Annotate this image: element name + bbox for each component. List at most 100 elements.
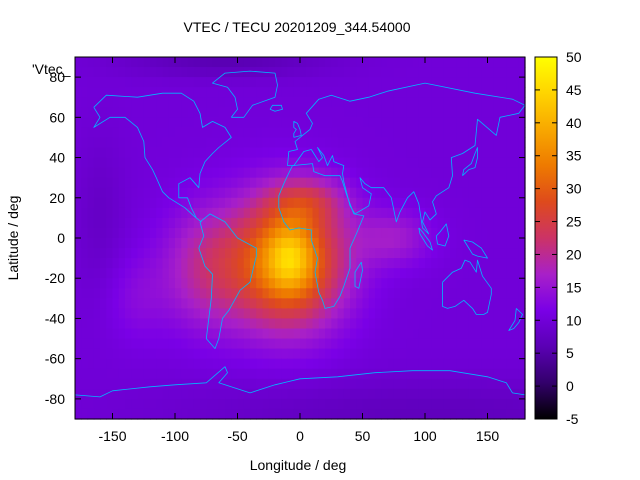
tec-cell bbox=[406, 398, 414, 410]
tec-cell bbox=[356, 328, 364, 340]
tec-cell bbox=[150, 117, 157, 128]
tec-cell bbox=[156, 57, 164, 68]
tec-cell bbox=[468, 97, 476, 108]
tec-cell bbox=[168, 378, 176, 390]
tec-cell bbox=[93, 308, 101, 320]
tec-cell bbox=[412, 67, 420, 78]
tec-cell bbox=[250, 217, 257, 229]
tec-cell bbox=[118, 238, 126, 249]
tec-cell bbox=[200, 57, 207, 68]
tec-cell bbox=[262, 207, 270, 219]
tec-cell bbox=[312, 308, 320, 320]
tec-cell bbox=[300, 378, 307, 390]
tec-cell bbox=[268, 197, 276, 209]
tec-cell bbox=[406, 117, 414, 128]
tec-cell bbox=[200, 248, 207, 259]
tec-cell bbox=[356, 217, 364, 229]
tec-cell bbox=[500, 268, 507, 279]
tec-cell bbox=[287, 248, 295, 259]
tec-cell bbox=[443, 187, 451, 199]
tec-cell bbox=[375, 268, 382, 279]
tec-cell bbox=[381, 167, 389, 179]
tec-cell bbox=[500, 97, 507, 108]
tec-cell bbox=[362, 348, 370, 360]
tec-cell bbox=[212, 358, 220, 370]
tec-cell bbox=[506, 197, 514, 209]
tec-cell bbox=[100, 157, 107, 169]
tec-cell bbox=[450, 97, 457, 108]
tec-cell bbox=[425, 278, 432, 289]
tec-cell bbox=[125, 67, 132, 78]
tec-cell bbox=[287, 408, 295, 420]
tec-cell bbox=[431, 328, 439, 340]
tec-cell bbox=[168, 77, 176, 88]
tec-cell bbox=[462, 358, 470, 370]
tec-cell bbox=[200, 398, 207, 410]
tec-cell bbox=[193, 378, 201, 390]
tec-cell bbox=[75, 318, 82, 330]
tec-cell bbox=[387, 197, 395, 209]
tec-cell bbox=[218, 318, 226, 330]
tec-cell bbox=[393, 278, 401, 289]
tec-cell bbox=[212, 318, 220, 330]
tec-cell bbox=[81, 67, 89, 78]
tec-cell bbox=[250, 177, 257, 189]
tec-cell bbox=[256, 57, 264, 68]
tec-cell bbox=[387, 378, 395, 390]
tec-cell bbox=[381, 308, 389, 320]
tec-cell bbox=[318, 77, 326, 88]
tec-cell bbox=[218, 227, 226, 239]
tec-cell bbox=[431, 378, 439, 390]
tec-cell bbox=[250, 308, 257, 320]
tec-cell bbox=[393, 358, 401, 370]
tec-cell bbox=[268, 97, 276, 108]
tec-cell bbox=[487, 177, 495, 189]
tec-cell bbox=[425, 97, 432, 108]
tec-cell bbox=[175, 87, 182, 98]
tec-cell bbox=[381, 278, 389, 289]
tec-cell bbox=[318, 388, 326, 400]
tec-cell bbox=[406, 177, 414, 189]
tec-cell bbox=[300, 338, 307, 350]
tec-cell bbox=[281, 207, 289, 219]
tec-cell bbox=[400, 67, 407, 78]
tec-cell bbox=[506, 258, 514, 269]
tec-cell bbox=[218, 398, 226, 410]
tec-cell bbox=[456, 107, 464, 118]
tec-cell bbox=[487, 298, 495, 309]
tec-cell bbox=[325, 227, 332, 239]
tec-cell bbox=[431, 97, 439, 108]
tec-cell bbox=[112, 207, 120, 219]
tec-cell bbox=[300, 348, 307, 360]
tec-cell bbox=[393, 157, 401, 169]
tec-cell bbox=[206, 348, 214, 360]
tec-cell bbox=[200, 318, 207, 330]
tec-cell bbox=[356, 77, 364, 88]
tec-cell bbox=[125, 398, 132, 410]
tec-cell bbox=[275, 318, 282, 330]
tec-cell bbox=[350, 97, 357, 108]
tec-cell bbox=[250, 67, 257, 78]
tec-cell bbox=[437, 278, 445, 289]
tec-cell bbox=[206, 87, 214, 98]
tec-cell bbox=[200, 77, 207, 88]
tec-cell bbox=[106, 268, 114, 279]
tec-cell bbox=[418, 77, 426, 88]
tec-cell bbox=[243, 117, 251, 128]
tec-cell bbox=[362, 217, 370, 229]
tec-cell bbox=[381, 187, 389, 199]
tec-cell bbox=[387, 157, 395, 169]
tec-cell bbox=[481, 97, 489, 108]
tec-cell bbox=[518, 408, 526, 420]
tec-cell bbox=[343, 408, 351, 420]
tec-cell bbox=[325, 197, 332, 209]
tec-cell bbox=[512, 278, 520, 289]
x-tick-label: 0 bbox=[296, 428, 304, 444]
tec-cell bbox=[450, 207, 457, 219]
tec-cell bbox=[275, 167, 282, 179]
tec-cell bbox=[506, 97, 514, 108]
tec-cell bbox=[268, 227, 276, 239]
tec-cell bbox=[150, 358, 157, 370]
tec-cell bbox=[456, 268, 464, 279]
tec-cell bbox=[193, 87, 201, 98]
